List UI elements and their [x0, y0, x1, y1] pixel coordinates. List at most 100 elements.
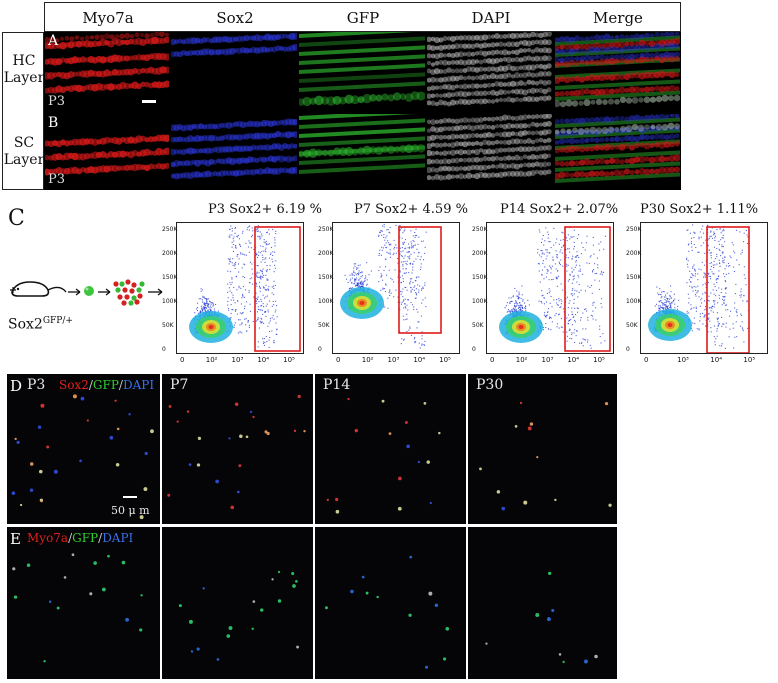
facs-xtick-label: 0 — [644, 356, 649, 364]
panel-letter-d: D — [10, 377, 23, 395]
facs-xtick-label: 10⁴ — [710, 356, 722, 364]
facs-percent-label: 1.11% — [716, 202, 759, 217]
facs-ytick-label: 200K — [318, 250, 334, 257]
facs-plot-p3 — [176, 222, 304, 354]
facs-xtick-label: 0 — [490, 356, 495, 364]
micrograph-dapi-row-0 — [427, 32, 553, 112]
mouse-genotype-label: Sox2GFP/+ — [8, 316, 73, 333]
cell-dot — [137, 293, 143, 299]
facs-ytick-label: 150K — [626, 274, 642, 281]
facs-title-p3: P3 Sox2+ 6.19 % — [208, 202, 322, 217]
gfp-cell-dot — [119, 281, 125, 287]
facs-ytick-label: 200K — [472, 250, 488, 257]
dissociated-cells-d-2: P14 — [315, 374, 466, 524]
micrograph-gfp-row-0 — [299, 32, 425, 112]
cell-dot — [131, 282, 137, 288]
dissociated-cells-e-0: E Myo7a/GFP/DAPI — [7, 527, 160, 679]
facs-xtick-label: 10⁴ — [413, 356, 426, 364]
facs-ytick-label: 50K — [318, 322, 330, 329]
facs-ytick-label: 0 — [472, 346, 476, 353]
column-header-sox2: Sox2 — [216, 9, 254, 27]
facs-title-p14: P14 Sox2+ 2.07% — [500, 202, 618, 217]
facs-xtick-label: 10⁵ — [439, 356, 451, 364]
micrograph-sox2-row-0 — [171, 32, 297, 112]
gfp-cell-dot — [139, 281, 145, 287]
cell-dot — [125, 279, 131, 285]
facs-xtick-label: 10⁴ — [567, 356, 580, 364]
stain-legend-part: GFP — [92, 378, 119, 392]
cell-dot — [122, 287, 128, 293]
stain-legend-part: / — [88, 378, 93, 392]
facs-ytick-label: 0 — [318, 346, 322, 353]
facs-xtick-label: 10³ — [387, 356, 400, 364]
stain-legend-part: / — [118, 378, 123, 392]
micrograph-merge-row-1 — [555, 114, 680, 190]
dissociated-cells-d-1: P7 — [162, 374, 313, 524]
facs-xtick-label: 10³ — [231, 356, 244, 364]
gfp-cell-dot — [131, 295, 137, 301]
facs-xtick-label: 10² — [361, 356, 374, 364]
scale-bar-label: 50 μ m — [111, 504, 150, 517]
facs-gate-label: Sox2+ — [229, 202, 277, 217]
dissociated-cells-e-2 — [315, 527, 466, 679]
cell-dot — [117, 294, 123, 300]
stain-legend: Sox2/GFP/DAPI — [59, 378, 154, 392]
panel-letter-e: E — [10, 530, 21, 548]
facs-ytick-label: 200K — [626, 250, 642, 257]
facs-xtick-label: 0 — [336, 356, 341, 364]
column-header-dapi: DAPI — [471, 9, 511, 27]
column-header-merge: Merge — [593, 9, 643, 27]
gfp-cell-dot — [115, 287, 121, 293]
age-label-p14: P14 — [323, 377, 351, 393]
row-label-column: HC Layer SC Layer — [2, 32, 44, 190]
row-label-sc: SC Layer — [3, 135, 45, 168]
gfp-cell-dot — [128, 300, 134, 306]
facs-ytick-label: 50K — [626, 322, 638, 329]
facs-ytick-label: 250K — [472, 226, 488, 233]
cell-dot — [121, 300, 127, 306]
facs-ytick-label: 100K — [626, 298, 642, 305]
facs-age-label: P3 — [208, 202, 230, 217]
age-label-p7: P7 — [170, 377, 189, 393]
dissociated-cells-d-3: P30 — [468, 374, 617, 524]
facs-ytick-label: 0 — [626, 346, 630, 353]
scale-bar — [142, 100, 156, 103]
facs-title-p30: P30 Sox2+ 1.11% — [640, 202, 758, 217]
gfp-cell-dot — [136, 287, 142, 293]
facs-age-label: P7 — [354, 202, 376, 217]
facs-ytick-label: 250K — [626, 226, 642, 233]
facs-ytick-label: 150K — [472, 274, 488, 281]
facs-ytick-label: 0 — [162, 346, 166, 353]
age-label-p3: P3 — [27, 377, 46, 393]
facs-xtick-label: 10⁵ — [283, 356, 295, 364]
facs-xtick-label: 10³ — [677, 356, 689, 364]
panel-letter-b: B — [48, 115, 59, 131]
age-label: P3 — [48, 94, 66, 109]
row-label-hc: HC Layer — [3, 53, 45, 86]
age-label-p30: P30 — [476, 377, 504, 393]
facs-age-label: P30 — [640, 202, 670, 217]
scale-bar — [123, 496, 137, 498]
cell-dot — [134, 299, 140, 305]
facs-xtick-label: 0 — [180, 356, 185, 364]
stain-legend-part: GFP — [72, 531, 99, 545]
facs-percent-label: 4.59 % — [422, 202, 468, 217]
stain-legend-part: / — [68, 531, 73, 545]
micrograph-myo7a-row-0: A P3 — [45, 32, 169, 112]
stain-legend-part: Sox2 — [59, 378, 89, 392]
facs-ytick-label: 200K — [162, 250, 178, 257]
facs-percent-label: 2.07% — [576, 202, 619, 217]
facs-ytick-label: 50K — [472, 322, 484, 329]
column-header-gfp: GFP — [346, 9, 380, 27]
stain-legend-part: DAPI — [102, 531, 134, 545]
facs-xtick-label: 10⁴ — [257, 356, 270, 364]
facs-gate-label: Sox2+ — [669, 202, 717, 217]
dissociated-cell-grid: P3 D Sox2/GFP/DAPI 50 μ m P7 P14 P30 E Myo7a/GFP… — [7, 374, 617, 679]
cell-dot — [113, 281, 119, 287]
facs-ytick-label: 250K — [162, 226, 178, 233]
micrograph-grid-ab: A P3 B P3 — [44, 32, 681, 190]
facs-gate-label: Sox2+ — [375, 202, 423, 217]
facs-gate-label: Sox2+ — [529, 202, 577, 217]
dissociated-cells-e-3 — [468, 527, 617, 679]
micrograph-gfp-row-1 — [299, 114, 425, 190]
